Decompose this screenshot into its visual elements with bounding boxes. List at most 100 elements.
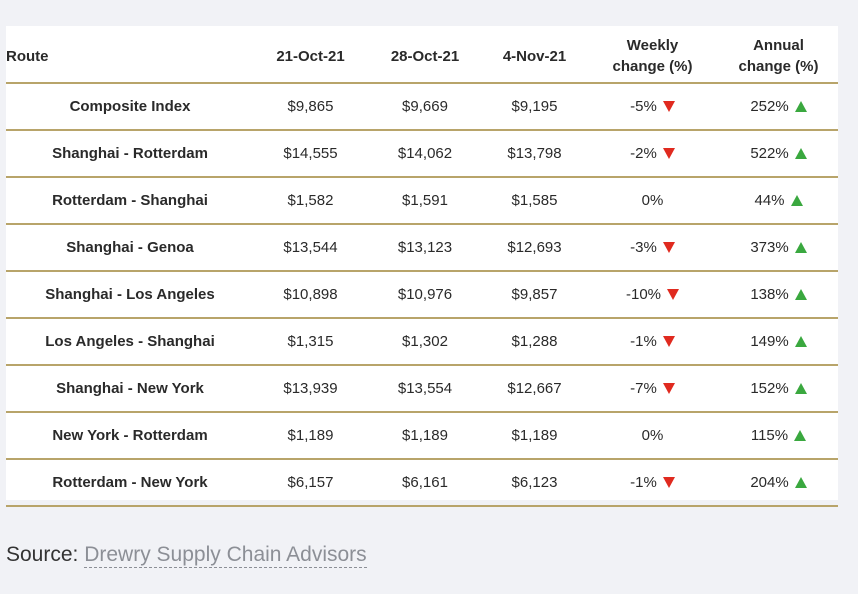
table-row: Shanghai - New York $13,939 $13,554 $12,667… — [6, 365, 838, 413]
column-header-d1: 21-Oct-21 — [254, 30, 367, 84]
cell-d3: $12,667 — [483, 365, 586, 413]
cell-annual: 522% — [719, 130, 838, 178]
cell-value: $6,161 — [402, 474, 448, 491]
cell-value: $1,189 — [402, 427, 448, 444]
cell-value: -5% — [630, 98, 657, 115]
cell-annual: 373% — [719, 224, 838, 272]
cell-route: Shanghai - Rotterdam — [6, 130, 254, 178]
up-arrow-icon — [794, 476, 807, 488]
cell-d3: $12,693 — [483, 224, 586, 272]
cell-value: $14,062 — [397, 145, 453, 162]
cell-value: $1,315 — [287, 333, 334, 350]
cell-value: $12,693 — [507, 239, 562, 256]
column-header-line: change (%) — [612, 58, 693, 75]
down-arrow-icon — [667, 288, 680, 300]
up-arrow-icon — [794, 100, 807, 112]
cell-value: $12,667 — [507, 380, 562, 397]
cell-route: Composite Index — [6, 83, 254, 131]
source-link[interactable]: Drewry Supply Chain Advisors — [84, 543, 367, 568]
cell-value: $1,189 — [287, 427, 334, 444]
table-row: Shanghai - Rotterdam $14,555 $14,062 $13,79… — [6, 130, 838, 178]
cell-value: $6,123 — [511, 474, 558, 491]
cell-weekly: 0% — [586, 412, 719, 460]
table-row: Los Angeles - Shanghai $1,315 $1,302 $1,288… — [6, 318, 838, 366]
cell-value: $6,157 — [287, 474, 334, 491]
cell-d1: $13,939 — [254, 365, 367, 413]
cell-value: $10,898 — [283, 286, 338, 303]
column-header-line: 4-Nov-21 — [502, 47, 567, 65]
cell-d2: $10,976 — [367, 271, 483, 319]
column-header-line: Weekly — [626, 37, 679, 54]
cell-d3: $9,857 — [483, 271, 586, 319]
cell-value: 44% — [754, 192, 785, 209]
cell-value: $13,939 — [283, 380, 338, 397]
cell-d2: $14,062 — [367, 130, 483, 178]
cell-d2: $1,189 — [367, 412, 483, 460]
cell-value: 0% — [641, 192, 664, 209]
table-row: Shanghai - Los Angeles $10,898 $10,976 $9,8… — [6, 271, 838, 319]
table-row: Rotterdam - Shanghai $1,582 $1,591 $1,585 0%… — [6, 177, 838, 225]
up-arrow-icon — [794, 147, 807, 159]
cell-d2: $1,591 — [367, 177, 483, 225]
cell-value: 252% — [750, 98, 789, 115]
cell-value: -7% — [630, 380, 657, 397]
cell-value: 373% — [750, 239, 789, 256]
cell-route: Shanghai - Genoa — [6, 224, 254, 272]
up-arrow-icon — [794, 241, 807, 253]
cell-weekly: -3% — [586, 224, 719, 272]
cell-d1: $1,315 — [254, 318, 367, 366]
column-header-line: 21-Oct-21 — [276, 47, 345, 65]
down-arrow-icon — [662, 241, 675, 253]
cell-value: 522% — [750, 145, 789, 162]
cell-value: $9,669 — [402, 98, 448, 115]
cell-value: Shanghai - Genoa — [66, 239, 194, 256]
cell-weekly: -10% — [586, 271, 719, 319]
cell-d1: $13,544 — [254, 224, 367, 272]
cell-weekly: -5% — [586, 83, 719, 131]
cell-d2: $6,161 — [367, 459, 483, 507]
column-header-line: Route — [6, 47, 49, 65]
table-row: Composite Index $9,865 $9,669 $9,195 -5% 252% — [6, 83, 838, 131]
table-row: New York - Rotterdam $1,189 $1,189 $1,189 0%… — [6, 412, 838, 460]
cell-value: 0% — [641, 427, 664, 444]
cell-value: -1% — [630, 333, 657, 350]
source-label: Source: — [6, 543, 79, 566]
cell-d2: $1,302 — [367, 318, 483, 366]
cell-d3: $9,195 — [483, 83, 586, 131]
cell-value: 115% — [750, 427, 789, 444]
cell-d1: $14,555 — [254, 130, 367, 178]
cell-value: 204% — [750, 474, 789, 491]
cell-annual: 115% — [719, 412, 838, 460]
cell-d2: $9,669 — [367, 83, 483, 131]
cell-value: -1% — [630, 474, 657, 491]
cell-value: 152% — [750, 380, 789, 397]
column-header-route: Route — [6, 30, 254, 84]
cell-value: $10,976 — [397, 286, 453, 303]
up-arrow-icon — [794, 288, 807, 300]
cell-value: $1,288 — [511, 333, 558, 350]
cell-route: New York - Rotterdam — [6, 412, 254, 460]
table-body: Composite Index $9,865 $9,669 $9,195 -5% 252%… — [6, 83, 838, 507]
freight-rates-card: Route 21-Oct-21 28-Oct-21 4-Nov-21 Weekly cha… — [6, 26, 838, 507]
cell-value: Rotterdam - Shanghai — [52, 192, 208, 209]
cell-annual: 44% — [719, 177, 838, 225]
cell-annual: 204% — [719, 459, 838, 507]
cell-d1: $1,582 — [254, 177, 367, 225]
cell-value: $14,555 — [283, 145, 338, 162]
source-line: Source: Drewry Supply Chain Advisors — [6, 543, 367, 568]
cell-value: $9,195 — [511, 98, 558, 115]
column-header-line: Annual — [753, 37, 804, 54]
cell-weekly: -2% — [586, 130, 719, 178]
cell-weekly: 0% — [586, 177, 719, 225]
cell-weekly: -1% — [586, 318, 719, 366]
cell-value: $1,591 — [402, 192, 448, 209]
cell-d3: $1,189 — [483, 412, 586, 460]
cell-value: Los Angeles - Shanghai — [45, 333, 215, 350]
cell-route: Shanghai - New York — [6, 365, 254, 413]
cell-annual: 149% — [719, 318, 838, 366]
cell-weekly: -7% — [586, 365, 719, 413]
column-header-line: 28-Oct-21 — [390, 47, 460, 65]
cell-value: $1,189 — [511, 427, 558, 444]
cell-value: -10% — [625, 286, 662, 303]
cell-d1: $1,189 — [254, 412, 367, 460]
